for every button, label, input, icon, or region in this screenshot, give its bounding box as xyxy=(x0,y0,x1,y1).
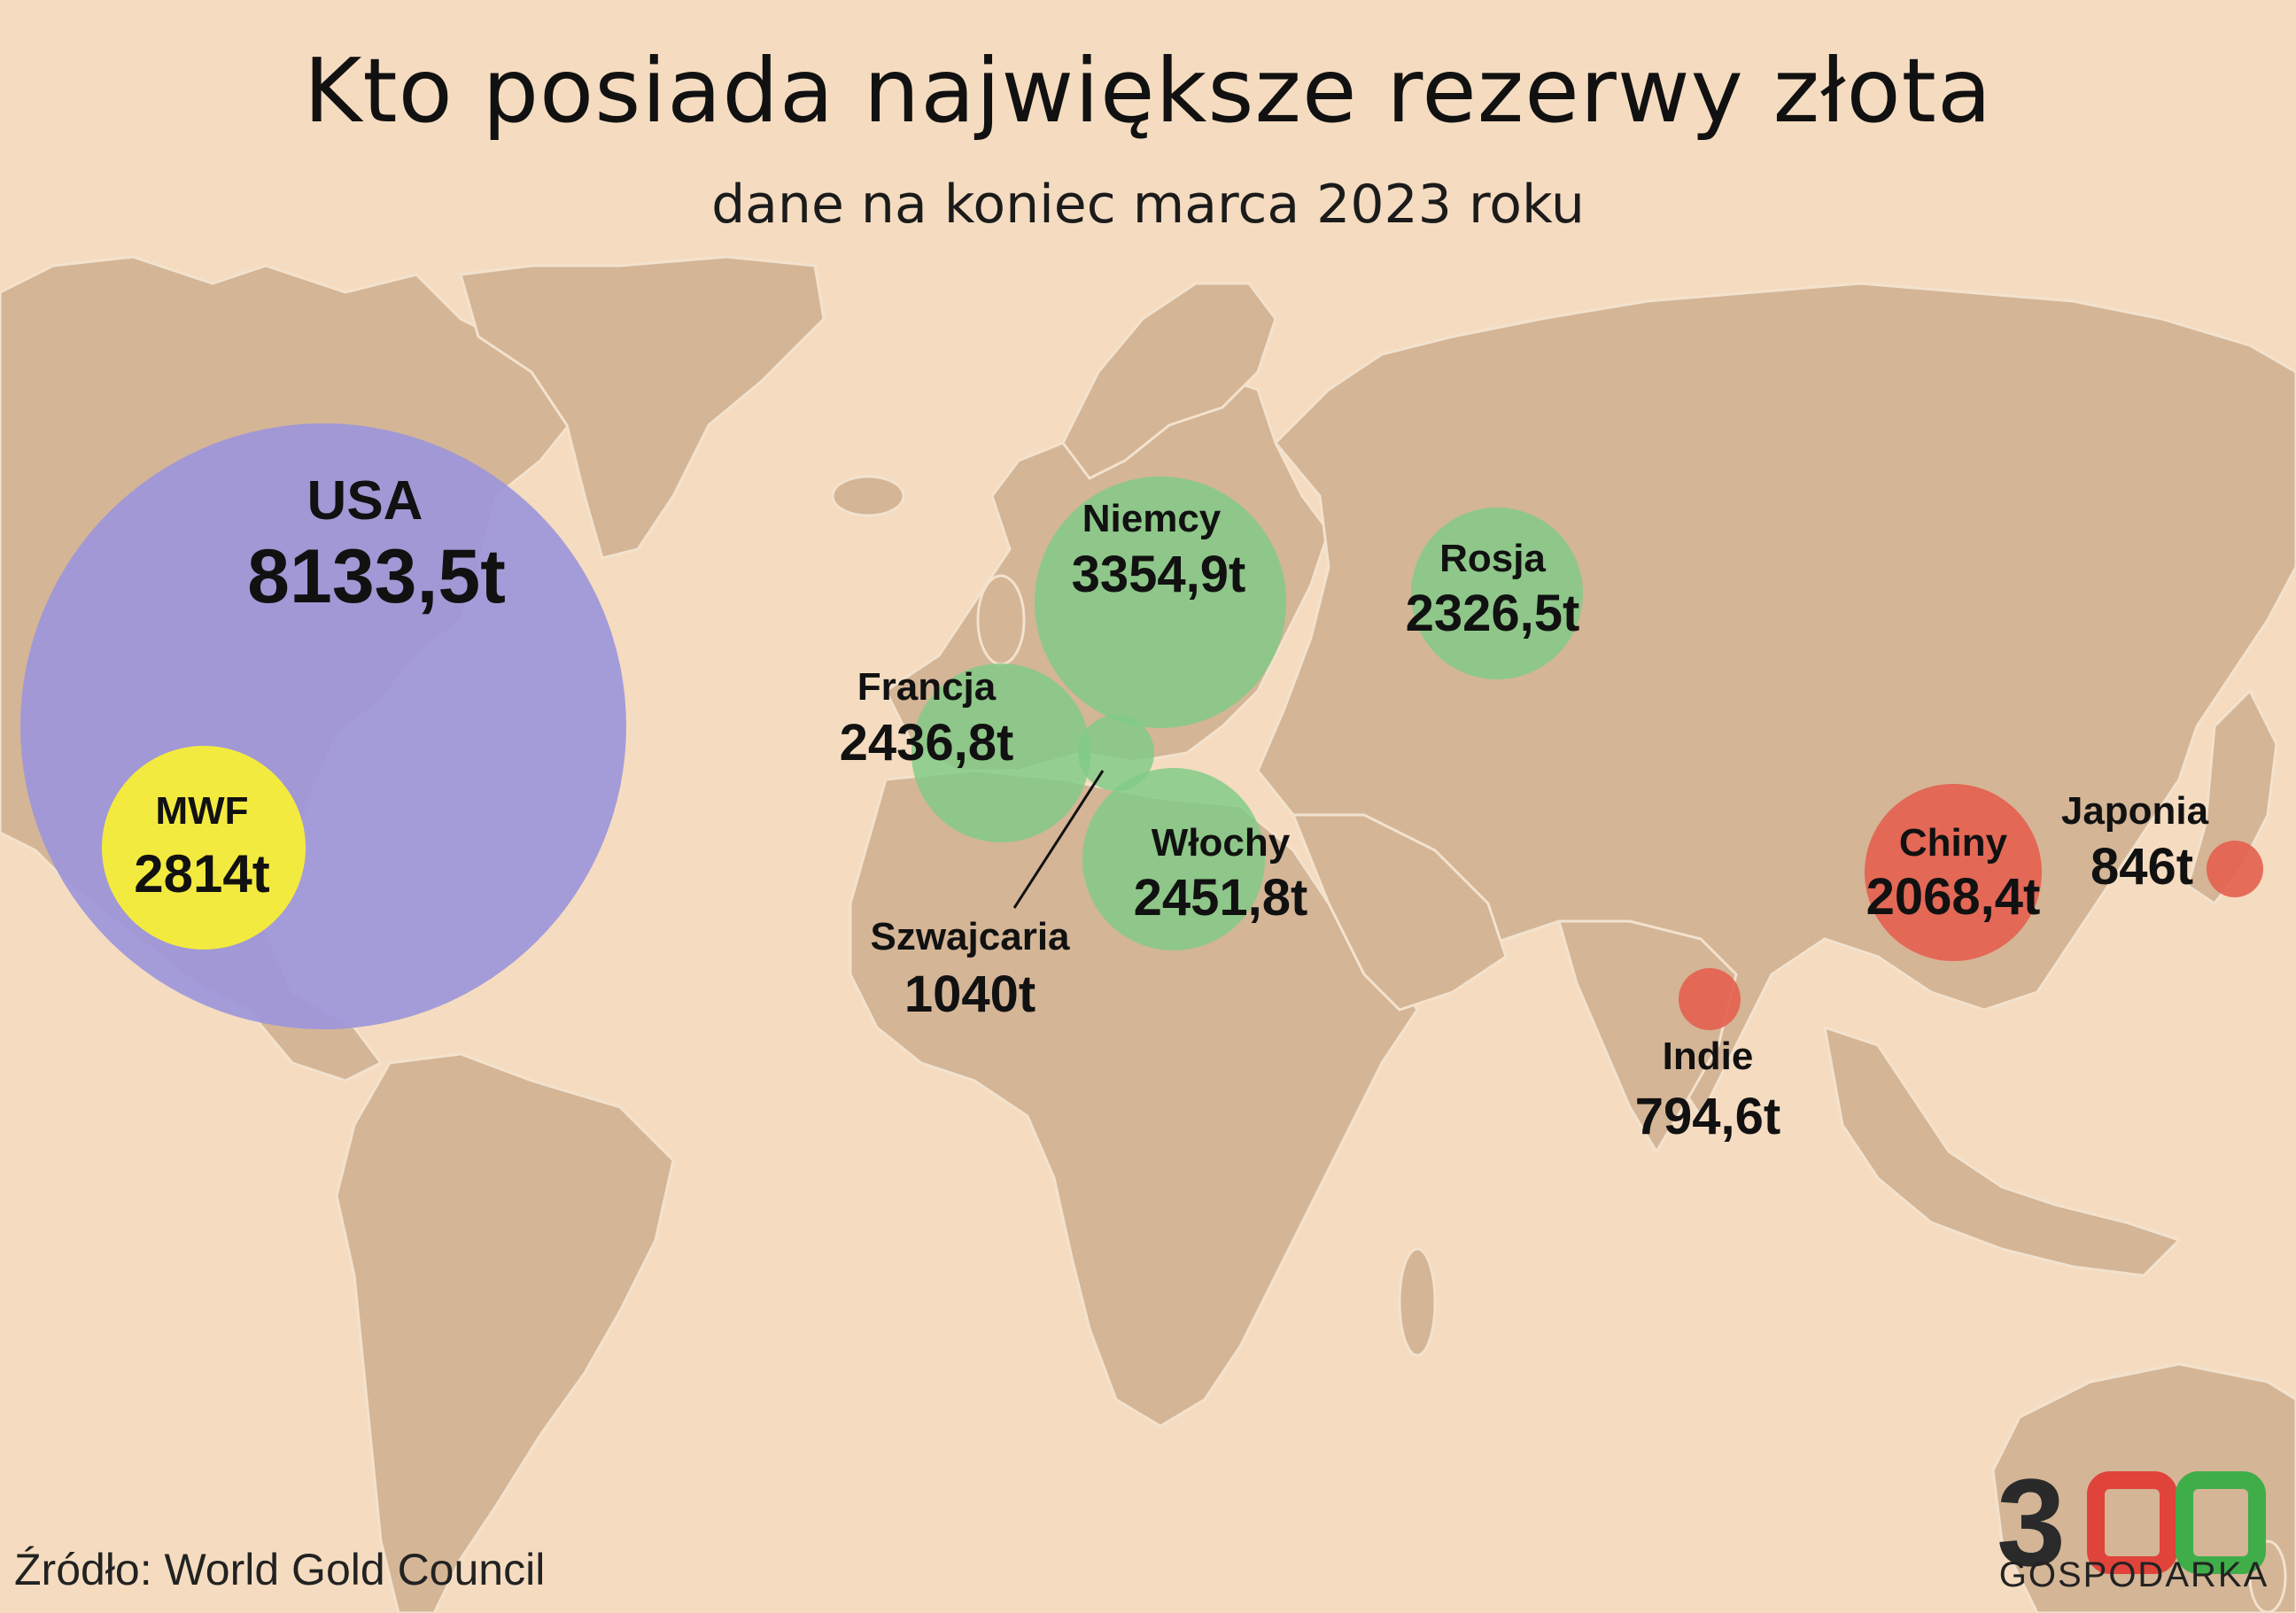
logo-digit-3: 3 xyxy=(1997,1459,2066,1592)
label-indie-name: Indie xyxy=(1663,1035,1754,1078)
label-niemcy-name: Niemcy xyxy=(1082,497,1222,540)
label-usa-name: USA xyxy=(307,470,423,531)
label-wlochy-value: 2451,8t xyxy=(1134,869,1308,927)
label-usa-value: 8133,5t xyxy=(247,534,506,619)
label-chiny-value: 2068,4t xyxy=(1866,868,2041,926)
bubble-imf xyxy=(102,746,306,950)
land-scandinavia xyxy=(1061,282,1277,480)
label-japonia-value: 846t xyxy=(2090,838,2193,896)
land-africa xyxy=(849,769,1419,1428)
land-madagascar xyxy=(1398,1247,1437,1357)
land-arabia xyxy=(1291,813,1508,1012)
bubbles xyxy=(20,423,2263,1030)
label-szwajcaria-name: Szwajcaria xyxy=(870,915,1070,958)
land-southeast-asia xyxy=(1823,1025,2182,1277)
source-note: Źródło: World Gold Council xyxy=(14,1545,546,1594)
label-chiny-name: Chiny xyxy=(1899,821,2008,865)
label-rosja-value: 2326,5t xyxy=(1406,585,1580,642)
bubble-japonia xyxy=(2207,841,2263,897)
logo-zero-red xyxy=(2087,1471,2177,1574)
label-indie-value: 794,6t xyxy=(1635,1088,1780,1145)
bubble-chiny xyxy=(1865,784,2042,961)
label-wlochy-name: Włochy xyxy=(1152,821,1291,865)
country-labels: USA 8133,5t MWF 2814t Niemcy 3354,9t Fra… xyxy=(134,470,2208,1145)
land-iceland xyxy=(831,475,905,517)
bubble-rosja xyxy=(1411,508,1583,679)
page-title: Kto posiada największe rezerwy złota xyxy=(303,39,1993,143)
brand-logo: 3 xyxy=(1997,1459,2266,1592)
label-szwajcaria-value: 1040t xyxy=(904,965,1036,1023)
label-japonia-name: Japonia xyxy=(2061,789,2209,833)
label-imf-name: MWF xyxy=(155,789,248,833)
label-niemcy-value: 3354,9t xyxy=(1072,546,1246,603)
bubble-francja xyxy=(911,663,1090,842)
land-greenland xyxy=(459,255,826,560)
bubble-indie xyxy=(1679,968,1741,1030)
label-francja-value: 2436,8t xyxy=(840,714,1014,772)
label-rosja-name: Rosja xyxy=(1439,537,1546,580)
label-francja-name: Francja xyxy=(857,665,997,709)
page-subtitle: dane na koniec marca 2023 roku xyxy=(711,174,1585,236)
label-imf-value: 2814t xyxy=(134,844,269,903)
bubble-szwajcaria xyxy=(1078,715,1154,791)
land-south-america xyxy=(335,1052,675,1613)
logo-zero-green xyxy=(2176,1471,2266,1574)
bubble-niemcy xyxy=(1035,477,1286,728)
bubble-wlochy xyxy=(1082,768,1265,950)
leader-line-szwajcaria xyxy=(1012,770,1105,909)
land-uk xyxy=(976,574,1026,666)
logo-wordmark: GOSPODARKA xyxy=(1998,1555,2269,1594)
